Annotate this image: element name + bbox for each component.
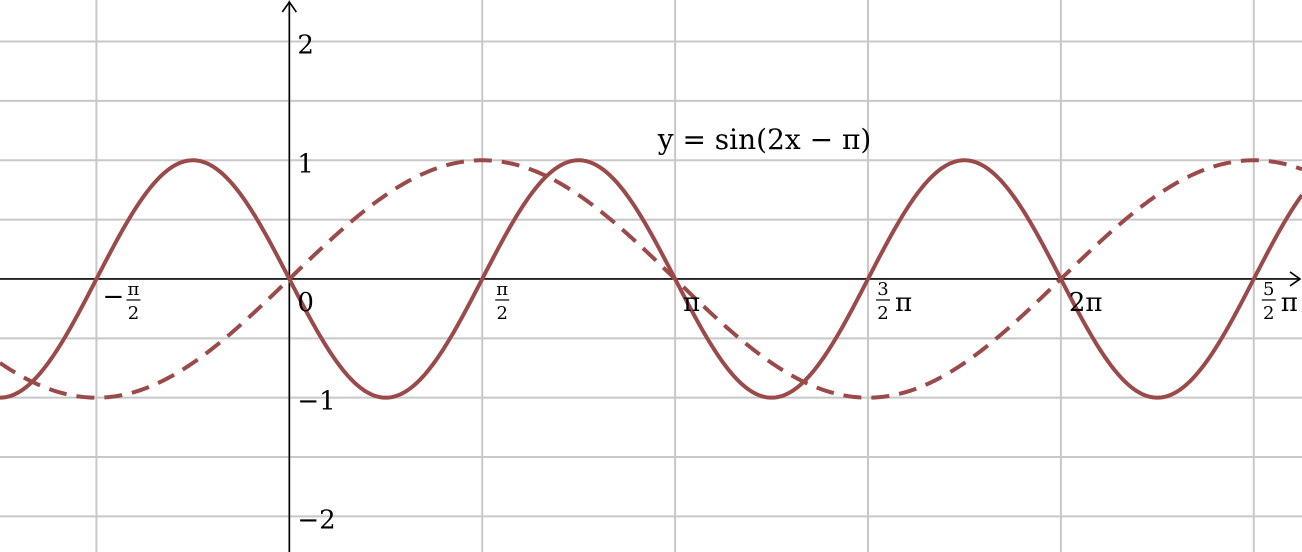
y-tick-labels: 2 1 −1 −2 — [297, 31, 335, 536]
tick-pi: π — [895, 288, 912, 318]
tick-numerator: π — [496, 279, 508, 300]
y-tick-label: −1 — [297, 387, 335, 417]
tick-text: 2π — [1069, 288, 1103, 318]
tick-numerator: 5 — [1263, 279, 1274, 300]
dashed-curve — [0, 158, 1302, 400]
y-tick-label: 1 — [297, 149, 314, 179]
tick-denominator: 2 — [496, 303, 507, 324]
curve-label: y = sin(2x − π) — [657, 123, 872, 156]
tick-minus: − — [102, 282, 124, 312]
x-tick-labels: − π2 0 π2 π 32 π 2π 52 π — [102, 279, 1297, 324]
y-tick-label: −2 — [297, 505, 335, 535]
y-axis-arrow — [281, 0, 297, 13]
tick-denominator: 2 — [877, 303, 888, 324]
x-tick-label: π2 — [495, 279, 510, 324]
tick-denominator: 2 — [1263, 303, 1274, 324]
tick-numerator: π — [128, 279, 140, 300]
tick-numerator: 3 — [877, 279, 888, 300]
x-tick-label: π — [683, 288, 700, 318]
tick-text: 0 — [297, 288, 314, 318]
curves — [0, 158, 1302, 400]
y-tick-label: 2 — [297, 31, 314, 61]
x-axis-arrow — [1289, 271, 1302, 287]
x-tick-label: − π 2 — [102, 279, 141, 324]
tick-pi: π — [1281, 288, 1298, 318]
x-tick-label: 5 2 π — [1261, 279, 1298, 324]
tick-denominator: 2 — [128, 303, 139, 324]
solid-curve — [0, 158, 1302, 400]
x-tick-label: 2π — [1069, 288, 1103, 318]
x-tick-label: 3 2 π — [876, 279, 912, 324]
x-tick-label: 0 — [297, 288, 314, 318]
tick-text: π — [683, 288, 700, 318]
